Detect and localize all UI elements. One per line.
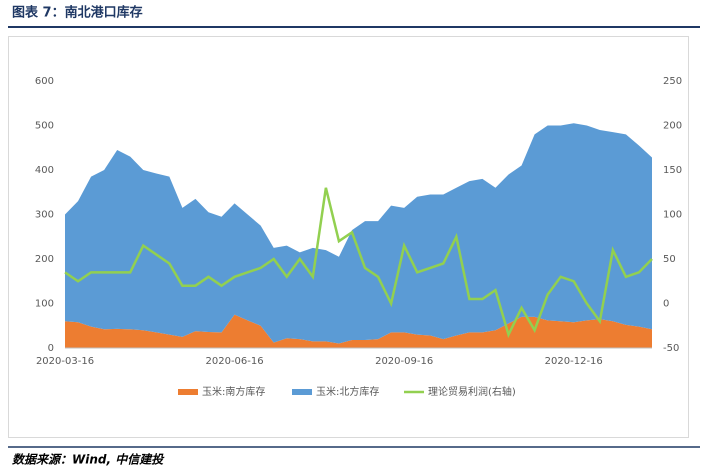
area: [65, 123, 652, 344]
area: [65, 314, 652, 348]
y2-tick-label: 150: [663, 165, 682, 176]
legend-label: 理论贸易利润(右轴): [428, 385, 516, 398]
y-tick-label: 100: [35, 299, 54, 310]
y-tick-label: 400: [35, 165, 54, 176]
y2-tick-label: 50: [663, 254, 676, 265]
legend-swatch: [292, 389, 312, 395]
y2-tick-label: 200: [663, 121, 682, 132]
x-tick-label: 2020-03-16: [36, 356, 94, 367]
y-tick-label: 600: [35, 76, 54, 87]
legend-swatch: [178, 389, 198, 395]
y-tick-label: 500: [35, 121, 54, 132]
y-tick-label: 300: [35, 210, 54, 221]
y-tick-label: 0: [48, 343, 54, 354]
chart-title: 图表 7：南北港口库存: [12, 5, 143, 21]
legend-label: 玉米:北方库存: [316, 385, 379, 398]
x-tick-label: 2020-12-16: [545, 356, 603, 367]
y2-tick-label: 250: [663, 76, 682, 87]
y2-tick-label: 0: [663, 299, 669, 310]
x-tick-label: 2020-09-16: [375, 356, 433, 367]
legend-label: 玉米:南方库存: [202, 385, 265, 398]
x-tick-label: 2020-06-16: [206, 356, 264, 367]
line: [64, 187, 653, 339]
y-tick-label: 200: [35, 254, 54, 265]
source-note: 数据来源：Wind, 中信建投: [12, 453, 165, 467]
chart-frame: [8, 36, 689, 438]
y2-tick-label: -50: [663, 343, 679, 354]
y2-tick-label: 100: [663, 210, 682, 221]
